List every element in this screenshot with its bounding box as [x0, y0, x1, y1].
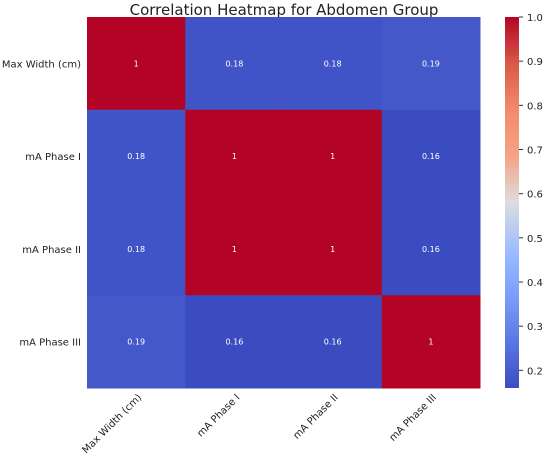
heatmap-cell	[185, 17, 284, 111]
col-tick-label: mA Phase I	[195, 392, 242, 439]
cell-value-label: 0.16	[225, 338, 243, 347]
cell-value-label: 0.16	[422, 245, 440, 254]
cell-value-label: 1	[232, 152, 237, 161]
cell-value-label: 0.16	[324, 338, 342, 347]
row-labels: Max Width (cm) mA Phase I mA Phase II mA Ph…	[2, 59, 81, 348]
heatmap-cell	[283, 109, 383, 203]
heatmap-cell	[381, 202, 481, 296]
cell-value-label: 1	[428, 338, 433, 347]
heatmap-cell	[87, 17, 186, 111]
heatmap-cell	[87, 202, 186, 296]
row-tick-label: mA Phase II	[22, 245, 81, 256]
cell-value-label: 0.18	[225, 59, 243, 68]
colorbar-tick-label: 0.9	[527, 57, 543, 68]
colorbar-tick-label: 0.6	[527, 190, 543, 201]
cell-value-label: 0.19	[127, 338, 145, 347]
heatmap-cell	[283, 17, 383, 111]
heatmap-cell	[381, 17, 481, 111]
cell-value-label: 1	[330, 152, 335, 161]
colorbar-gradient	[505, 17, 519, 388]
chart-title: Correlation Heatmap for Abdomen Group	[130, 1, 439, 19]
colorbar-tick-label: 0.2	[527, 366, 543, 377]
colorbar-tick-label: 0.4	[527, 278, 543, 289]
cell-value-label: 0.18	[127, 152, 145, 161]
cell-value-label: 0.19	[422, 59, 440, 68]
colorbar-tick-label: 0.8	[527, 101, 543, 112]
heatmap-cell	[283, 295, 383, 389]
colorbar-tick-label: 0.7	[527, 146, 543, 157]
cell-value-label: 0.18	[127, 245, 145, 254]
heatmap-cell	[283, 202, 383, 296]
cell-value-label: 0.18	[324, 59, 342, 68]
cell-value-label: 1	[134, 59, 139, 68]
colorbar-tick-label: 0.5	[527, 234, 543, 245]
heatmap-cell	[185, 109, 284, 203]
cell-value-label: 0.16	[422, 152, 440, 161]
heatmap-cell	[381, 295, 481, 389]
col-tick-label: mA Phase III	[388, 392, 439, 443]
heatmap-cell	[185, 202, 284, 296]
cell-value-label: 1	[330, 245, 335, 254]
row-tick-label: mA Phase I	[25, 152, 81, 163]
heatmap-cell	[185, 295, 284, 389]
colorbar-tick-label: 0.3	[527, 322, 543, 333]
heatmap-cells: 1 0.18 0.18 0.19 0.18 1 1 0.16 0.18 1 1 0.16 0.19 0.1…	[87, 17, 481, 389]
col-tick-label: Max Width (cm)	[81, 392, 145, 456]
cell-value-label: 1	[232, 245, 237, 254]
colorbar: 0.2 0.3 0.4 0.5 0.6 0.7 0.8 0.9 1.0	[505, 13, 543, 388]
col-tick-label: mA Phase II	[291, 392, 340, 441]
col-labels: Max Width (cm) mA Phase I mA Phase II mA Ph…	[81, 392, 439, 456]
row-tick-label: mA Phase III	[19, 338, 81, 349]
heatmap-cell	[87, 295, 186, 389]
row-tick-label: Max Width (cm)	[2, 59, 81, 70]
colorbar-ticks: 0.2 0.3 0.4 0.5 0.6 0.7 0.8 0.9 1.0	[519, 13, 543, 377]
heatmap-cell	[87, 109, 186, 203]
heatmap-cell	[381, 109, 481, 203]
colorbar-tick-label: 1.0	[527, 13, 543, 24]
